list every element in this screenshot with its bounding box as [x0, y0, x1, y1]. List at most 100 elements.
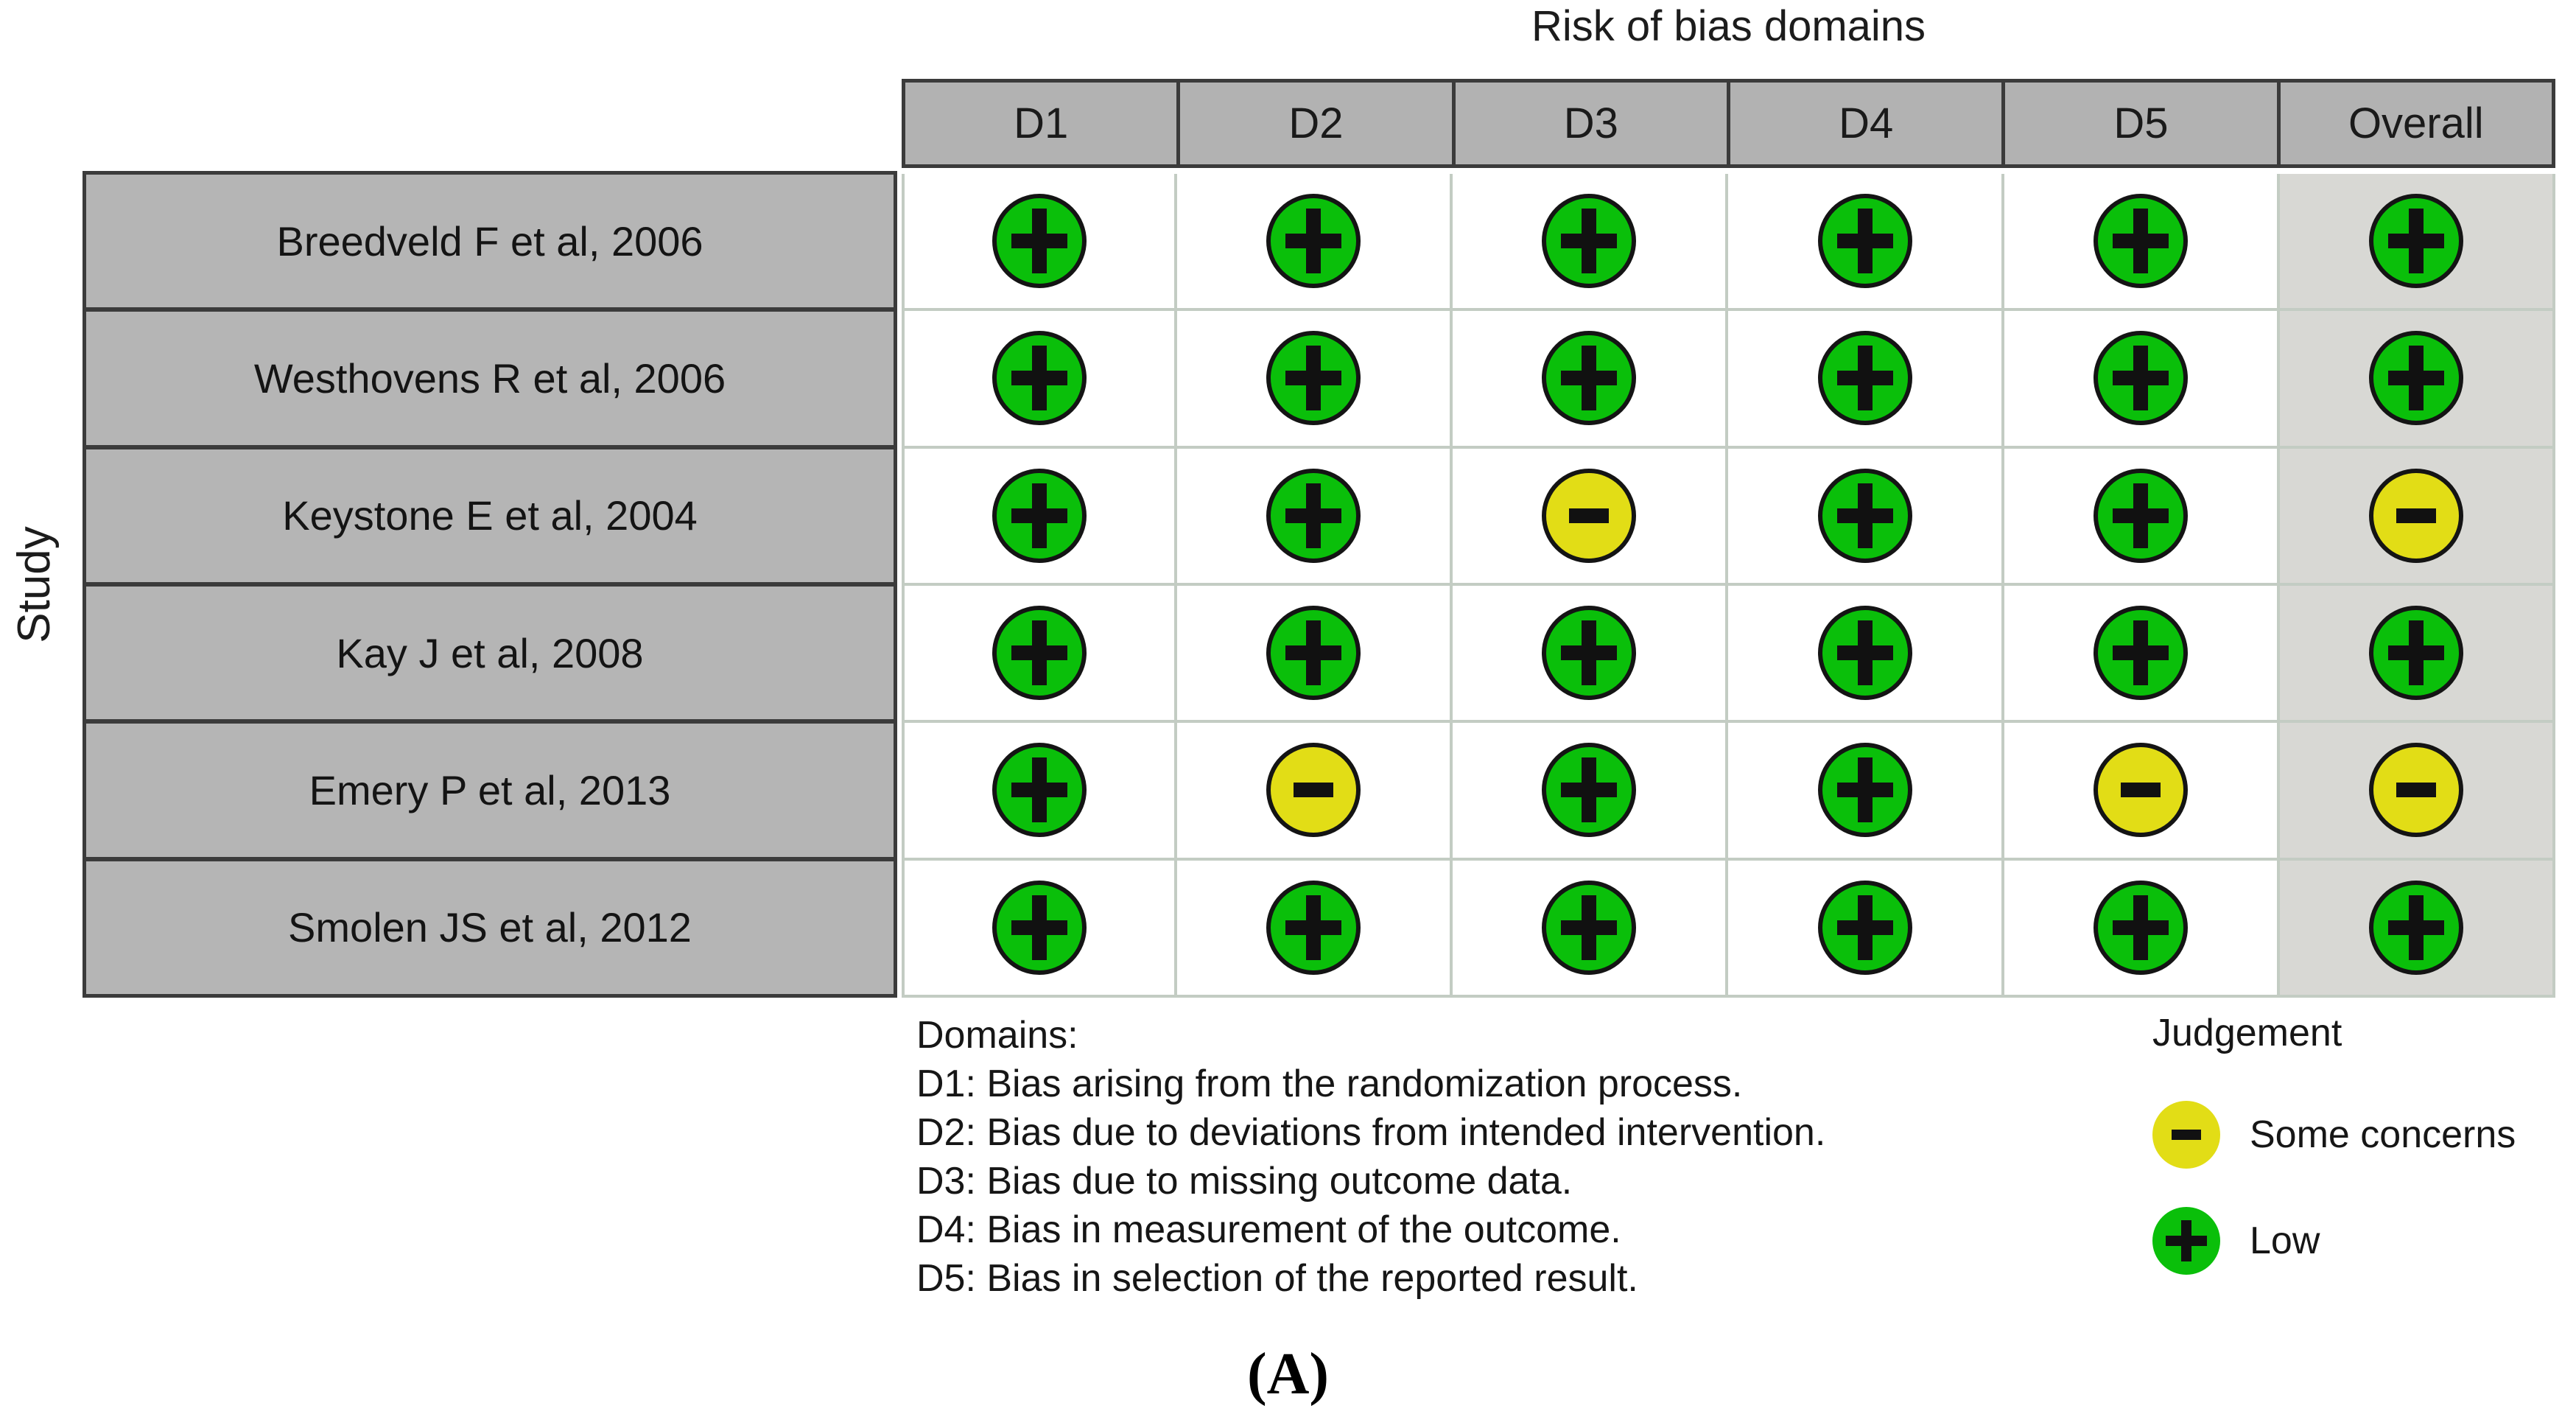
judgement-low-icon [1266, 606, 1361, 701]
study-row-label: Breedveld F et al, 2006 [276, 217, 703, 265]
cell-overall-row3 [2279, 448, 2555, 586]
minus-symbol-icon [2152, 1101, 2220, 1169]
plus-symbol-icon [2098, 198, 2183, 284]
judgement-some-icon [1266, 743, 1361, 838]
cell-overall-row2 [2279, 311, 2555, 449]
domain-definition: D3: Bias due to missing outcome data. [916, 1160, 1573, 1203]
cell-d5-row3 [2004, 448, 2280, 586]
judgement-low-icon [1542, 743, 1637, 838]
cell-d1-row2 [902, 311, 1178, 449]
column-header-overall: Overall [2280, 79, 2555, 168]
y-axis-label-text: Study [8, 525, 60, 643]
domain-definition: D1: Bias arising from the randomization … [916, 1063, 1743, 1105]
cell-d1-row1 [902, 174, 1178, 312]
judgement-legend-title: Judgement [2152, 1012, 2342, 1054]
judgement-legend-item: Low [2152, 1207, 2516, 1275]
cell-d4-row2 [1728, 311, 2004, 449]
plus-symbol-icon [2098, 335, 2183, 421]
judgement-low-icon [1817, 194, 1912, 289]
judgement-low-icon [1817, 743, 1912, 838]
minus-symbol-icon [2098, 747, 2183, 833]
domains-legend-title: Domains: [916, 1014, 1078, 1057]
judgement-grid [902, 174, 2555, 998]
judgement-low-icon [992, 606, 1087, 701]
judgement-low-icon [2093, 468, 2188, 563]
judgement-low-icon [992, 880, 1087, 975]
domain-definition: D4: Bias in measurement of the outcome. [916, 1208, 1621, 1251]
judgement-low-icon [2368, 331, 2463, 426]
judgement-legend-label: Low [2250, 1219, 2320, 1262]
cell-d3-row6 [1453, 860, 1729, 998]
plus-symbol-icon [1822, 198, 1908, 284]
cell-d5-row5 [2004, 723, 2280, 861]
plus-symbol-icon [1271, 885, 1356, 970]
cell-d1-row3 [902, 448, 1178, 586]
cell-d2-row2 [1177, 311, 1453, 449]
domain-definition: D2: Bias due to deviations from intended… [916, 1111, 1826, 1154]
cell-d5-row1 [2004, 174, 2280, 312]
judgement-legend-label: Some concerns [2250, 1113, 2516, 1156]
cell-d2-row6 [1177, 860, 1453, 998]
judgement-low-icon [2368, 606, 2463, 701]
judgement-low-icon [1542, 880, 1637, 975]
judgement-legend: Judgement Some concerns Low [2152, 1011, 2516, 1275]
plus-symbol-icon [1271, 473, 1356, 559]
judgement-low-icon [2093, 880, 2188, 975]
judgement-low-icon [1266, 194, 1361, 289]
cell-d1-row5 [902, 723, 1178, 861]
cell-d3-row4 [1453, 585, 1729, 724]
plus-symbol-icon [997, 335, 1082, 421]
judgement-low-icon [2093, 606, 2188, 701]
judgement-low-icon [2152, 1207, 2220, 1275]
domains-legend-lines: D1: Bias arising from the randomization … [916, 1060, 1825, 1303]
cell-d3-row2 [1453, 311, 1729, 449]
minus-symbol-icon [2373, 747, 2459, 833]
judgement-low-icon [1266, 468, 1361, 563]
judgement-legend-items: Some concerns Low [2152, 1101, 2516, 1275]
plus-symbol-icon [2373, 885, 2459, 970]
study-row-label: Kay J et al, 2008 [86, 581, 894, 719]
study-row-label: Keystone E et al, 2004 [86, 444, 894, 582]
judgement-low-icon [992, 194, 1087, 289]
judgement-some-icon [2152, 1101, 2220, 1169]
judgement-low-icon [1266, 880, 1361, 975]
minus-symbol-icon [1271, 747, 1356, 833]
plus-symbol-icon [1822, 610, 1908, 696]
cell-d5-row6 [2004, 860, 2280, 998]
judgement-some-icon [2368, 468, 2463, 563]
judgement-low-icon [992, 468, 1087, 563]
cell-d2-row5 [1177, 723, 1453, 861]
plus-symbol-icon [997, 473, 1082, 559]
column-header-d2: D2 [1180, 79, 1456, 168]
judgement-low-icon [1542, 606, 1637, 701]
plus-symbol-icon [1822, 885, 1908, 970]
judgement-some-icon [1542, 468, 1637, 563]
plus-symbol-icon [2152, 1207, 2220, 1275]
cell-overall-row1 [2279, 174, 2555, 312]
plus-symbol-icon [2373, 610, 2459, 696]
plus-symbol-icon [1546, 198, 1632, 284]
column-header-d5: D5 [2005, 79, 2281, 168]
judgement-low-icon [1266, 331, 1361, 426]
cell-d4-row1 [1728, 174, 2004, 312]
judgement-low-icon [1817, 880, 1912, 975]
plus-symbol-icon [1546, 885, 1632, 970]
plus-symbol-icon [1546, 335, 1632, 421]
plus-symbol-icon [997, 885, 1082, 970]
domains-legend: Domains: D1: Bias arising from the rando… [916, 1011, 1825, 1303]
plus-symbol-icon [1271, 610, 1356, 696]
column-header-d4: D4 [1730, 79, 2006, 168]
cell-d3-row5 [1453, 723, 1729, 861]
study-row-label: Emery P et al, 2013 [86, 719, 894, 856]
plus-symbol-icon [997, 610, 1082, 696]
study-row-label: Smolen JS et al, 2012 [86, 856, 894, 994]
plus-symbol-icon [1546, 610, 1632, 696]
cell-d2-row4 [1177, 585, 1453, 724]
minus-symbol-icon [1546, 473, 1632, 559]
cell-d2-row1 [1177, 174, 1453, 312]
judgement-low-icon [992, 743, 1087, 838]
plus-symbol-icon [997, 198, 1082, 284]
plus-symbol-icon [2098, 885, 2183, 970]
judgement-low-icon [1817, 468, 1912, 563]
